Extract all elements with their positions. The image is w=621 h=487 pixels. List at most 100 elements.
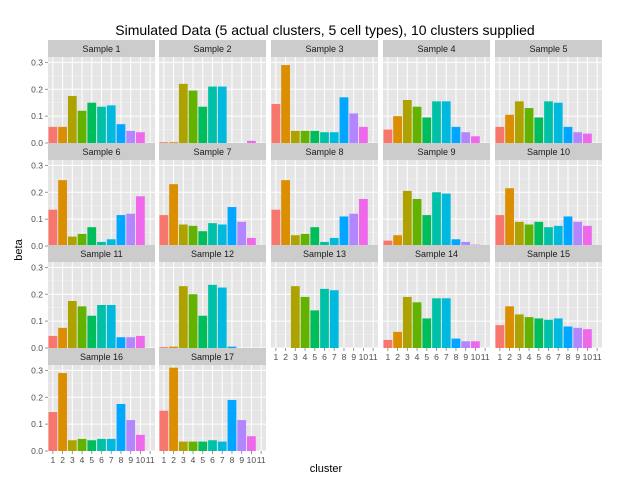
bar-cluster-8 — [116, 337, 126, 348]
bar-cluster-1 — [48, 209, 58, 246]
bar-cluster-7 — [553, 102, 563, 143]
x-tick-label: 8 — [230, 455, 235, 465]
bar-cluster-5 — [534, 221, 544, 246]
bar-cluster-5 — [87, 227, 97, 246]
bar-cluster-10 — [136, 132, 145, 143]
bar-cluster-5 — [310, 130, 320, 143]
bar-cluster-5 — [310, 227, 320, 246]
facet-strip — [271, 143, 378, 160]
x-tick-label: 7 — [444, 352, 449, 362]
facet-panel: Sample 10 — [495, 143, 602, 247]
bar-cluster-1 — [271, 209, 281, 246]
bar-cluster-9 — [573, 327, 583, 348]
bar-cluster-6 — [544, 319, 553, 348]
bar-cluster-4 — [188, 441, 198, 451]
y-tick-label: 0.0 — [31, 138, 43, 148]
facet-panel: Sample 14 1 2 3 4 5 6 7 8 9 10 11 — [383, 245, 490, 362]
facet-panel: Sample 7 — [159, 143, 266, 247]
y-tick-label: 0.2 — [31, 392, 43, 402]
facet-strip — [159, 348, 266, 365]
y-tick-label: 0.0 — [31, 241, 43, 251]
bar-cluster-8 — [227, 399, 237, 451]
x-tick-label: 9 — [128, 455, 133, 465]
y-tick-label: 0.3 — [31, 365, 43, 375]
bar-cluster-4 — [300, 296, 310, 348]
bar-cluster-2 — [169, 367, 178, 451]
bar-cluster-2 — [393, 235, 402, 246]
bar-cluster-8 — [227, 207, 237, 246]
bar-cluster-1 — [159, 347, 169, 348]
x-tick-label: 11 — [369, 352, 378, 362]
bar-cluster-1 — [48, 126, 58, 143]
facet-label: Sample 17 — [191, 352, 234, 362]
x-tick-label: 3 — [181, 455, 186, 465]
x-tick-label: 1 — [273, 352, 278, 362]
facet-strip — [383, 143, 490, 160]
facet-panel: Sample 16 0.0 0.1 0.2 0.3 1 2 3 4 5 6 7 8 9 10 11 — [31, 348, 155, 465]
bar-cluster-4 — [524, 108, 534, 143]
bar-cluster-8 — [563, 126, 573, 143]
bar-cluster-5 — [87, 440, 97, 451]
facet-panel: Sample 12 — [159, 245, 266, 349]
bar-cluster-3 — [290, 130, 300, 143]
bar-cluster-3 — [67, 300, 77, 348]
facet-panel: Sample 11 0.0 0.1 0.2 0.3 — [31, 245, 155, 353]
bar-cluster-4 — [412, 302, 422, 348]
bar-cluster-7 — [441, 101, 451, 143]
x-tick-label: 2 — [507, 352, 512, 362]
x-tick-label: 9 — [239, 455, 244, 465]
bar-cluster-3 — [67, 236, 77, 246]
facet-label: Sample 10 — [527, 147, 570, 157]
x-tick-label: 8 — [566, 352, 571, 362]
bar-cluster-2 — [281, 65, 290, 143]
bar-cluster-8 — [563, 216, 573, 246]
bar-cluster-10 — [583, 329, 592, 348]
facet-label: Sample 9 — [417, 147, 455, 157]
bar-cluster-9 — [349, 213, 359, 246]
y-tick-label: 0.3 — [31, 262, 43, 272]
x-tick-label: 6 — [322, 352, 327, 362]
bar-cluster-1 — [159, 215, 169, 246]
x-tick-label: 8 — [342, 352, 347, 362]
bar-cluster-2 — [393, 116, 402, 143]
x-tick-label: 8 — [119, 455, 124, 465]
x-tick-label: 5 — [89, 455, 94, 465]
bar-cluster-9 — [461, 241, 471, 246]
bar-cluster-7 — [441, 193, 451, 246]
x-tick-label: 8 — [454, 352, 459, 362]
bar-cluster-8 — [116, 403, 126, 451]
bar-cluster-1 — [48, 335, 58, 348]
facet-label: Sample 13 — [303, 249, 346, 259]
bar-cluster-7 — [217, 224, 227, 246]
bar-cluster-3 — [178, 83, 188, 143]
facet-panel: Sample 3 — [271, 40, 378, 144]
bar-cluster-4 — [188, 225, 198, 246]
bar-cluster-9 — [349, 113, 359, 143]
facet-label: Sample 12 — [191, 249, 234, 259]
facet-strip — [48, 245, 155, 262]
bar-cluster-3 — [178, 286, 188, 348]
x-tick-label: 10 — [583, 352, 593, 362]
facet-label: Sample 3 — [305, 44, 343, 54]
bar-cluster-8 — [227, 346, 237, 348]
x-tick-label: 2 — [283, 352, 288, 362]
facet-panel: Sample 1 0.0 0.1 0.2 0.3 — [31, 40, 155, 148]
bar-cluster-10 — [583, 225, 592, 246]
bar-cluster-4 — [300, 130, 310, 143]
bar-cluster-6 — [208, 86, 217, 143]
facet-panel: Sample 6 0.0 0.1 0.2 0.3 — [31, 143, 155, 251]
bar-cluster-4 — [524, 224, 534, 246]
chart-title: Simulated Data (5 actual clusters, 5 cel… — [115, 22, 534, 38]
x-tick-label: 6 — [99, 455, 104, 465]
y-tick-label: 0.3 — [31, 57, 43, 67]
x-tick-label: 3 — [405, 352, 410, 362]
bar-cluster-7 — [106, 105, 116, 143]
facet-panel: Sample 9 — [383, 143, 490, 247]
facet-panel: Sample 17 1 2 3 4 5 6 7 8 9 10 11 — [159, 348, 266, 465]
facet-strip — [271, 245, 378, 262]
bar-cluster-10 — [136, 434, 145, 451]
bar-cluster-3 — [290, 235, 300, 246]
bar-cluster-6 — [544, 227, 553, 246]
bar-cluster-6 — [432, 192, 441, 246]
bar-cluster-1 — [495, 126, 505, 143]
